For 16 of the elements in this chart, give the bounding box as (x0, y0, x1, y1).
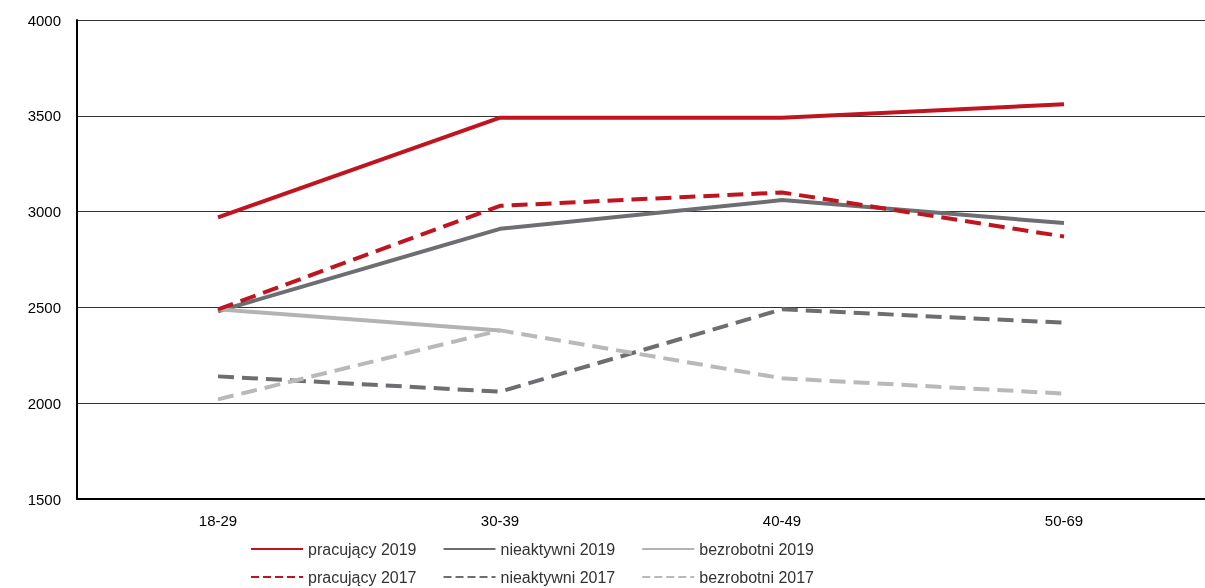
x-tick-label: 18-29 (198, 512, 238, 529)
y-tick-label: 3500 (27, 107, 61, 125)
y-tick-label: 2500 (27, 298, 61, 316)
x-tick-label: 40-49 (762, 512, 802, 529)
y-tick-label: 1500 (27, 490, 61, 508)
legend-label: bezrobotni 2017 (699, 568, 815, 586)
y-tick-label: 2000 (27, 394, 61, 412)
x-tick-label: 50-69 (1044, 512, 1084, 529)
y-tick-label: 3000 (27, 203, 61, 221)
y-tick-label: 4000 (27, 11, 61, 29)
legend-label: nieaktywni 2017 (500, 568, 616, 586)
legend-label: nieaktywni 2019 (500, 540, 616, 558)
legend-label: pracujący 2019 (308, 540, 417, 558)
legend-label: bezrobotni 2019 (699, 540, 815, 558)
legend-label: pracujący 2017 (308, 568, 417, 586)
x-tick-label: 30-39 (480, 512, 520, 529)
